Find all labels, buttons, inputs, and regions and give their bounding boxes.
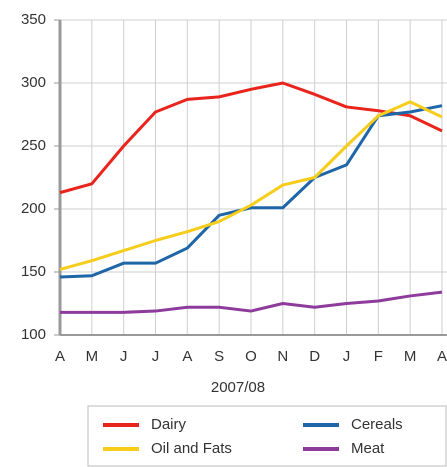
x-tick-label: N bbox=[277, 348, 288, 365]
x-tick-label: A bbox=[437, 348, 447, 365]
x-tick-label: A bbox=[182, 348, 192, 365]
legend-label: Dairy bbox=[151, 416, 187, 433]
y-tick-label: 250 bbox=[21, 137, 46, 154]
x-tick-label: D bbox=[309, 348, 320, 365]
x-tick-label: J bbox=[120, 348, 128, 365]
legend-label: Oil and Fats bbox=[151, 440, 232, 457]
x-tick-label: M bbox=[86, 348, 99, 365]
x-axis-label: 2007/08 bbox=[211, 379, 265, 396]
x-tick-label: S bbox=[214, 348, 224, 365]
series-line bbox=[59, 81, 443, 195]
x-tick-label: A bbox=[55, 348, 65, 365]
legend-box bbox=[87, 405, 447, 467]
y-tick-label: 150 bbox=[21, 263, 46, 280]
x-tick-label: J bbox=[343, 348, 351, 365]
y-tick-label: 100 bbox=[21, 326, 46, 343]
series-line bbox=[60, 290, 443, 314]
legend-label: Cereals bbox=[351, 416, 403, 433]
y-tick-label: 350 bbox=[21, 11, 46, 28]
x-tick-label: F bbox=[374, 348, 383, 365]
x-tick-label: O bbox=[245, 348, 257, 365]
y-tick-label: 300 bbox=[21, 74, 46, 91]
series-line bbox=[59, 100, 443, 271]
y-tick-label: 200 bbox=[21, 200, 46, 217]
x-tick-label: M bbox=[404, 348, 417, 365]
legend-label: Meat bbox=[351, 440, 385, 457]
x-tick-label: J bbox=[152, 348, 160, 365]
